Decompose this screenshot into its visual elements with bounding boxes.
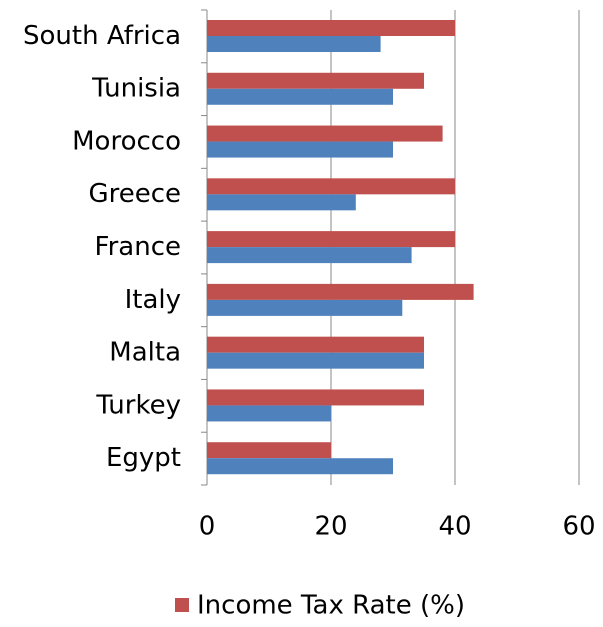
bar — [207, 141, 393, 158]
y-tick-label: Italy — [125, 285, 181, 315]
bar — [207, 231, 455, 248]
bar — [207, 299, 403, 316]
bar — [207, 72, 424, 89]
y-tick-label: Turkey — [95, 390, 181, 420]
y-tick-label: Morocco — [72, 126, 181, 156]
x-tick-label: 20 — [314, 512, 347, 542]
y-tick-label: Malta — [109, 338, 181, 368]
bar — [207, 88, 393, 105]
y-tick-label: France — [95, 232, 181, 262]
x-tick-label: 60 — [562, 512, 595, 542]
bar — [207, 458, 393, 475]
bar — [207, 194, 356, 211]
bar — [207, 247, 412, 264]
y-tick-label: Greece — [88, 179, 181, 209]
bar — [207, 405, 331, 422]
y-tick-label: South Africa — [23, 21, 181, 51]
legend-swatch — [175, 598, 189, 612]
bar — [207, 389, 424, 406]
bar — [207, 442, 331, 459]
bar — [207, 178, 455, 195]
bar — [207, 20, 455, 36]
y-tick-label: Tunisia — [91, 74, 181, 104]
y-tick-label: Egypt — [106, 443, 181, 473]
bar — [207, 352, 424, 369]
bar — [207, 283, 474, 300]
x-tick-label: 40 — [438, 512, 471, 542]
bar — [207, 336, 424, 353]
x-tick-label: 0 — [199, 512, 216, 542]
bar — [207, 36, 381, 52]
bar — [207, 125, 443, 142]
legend-label: Income Tax Rate (%) — [197, 591, 465, 621]
